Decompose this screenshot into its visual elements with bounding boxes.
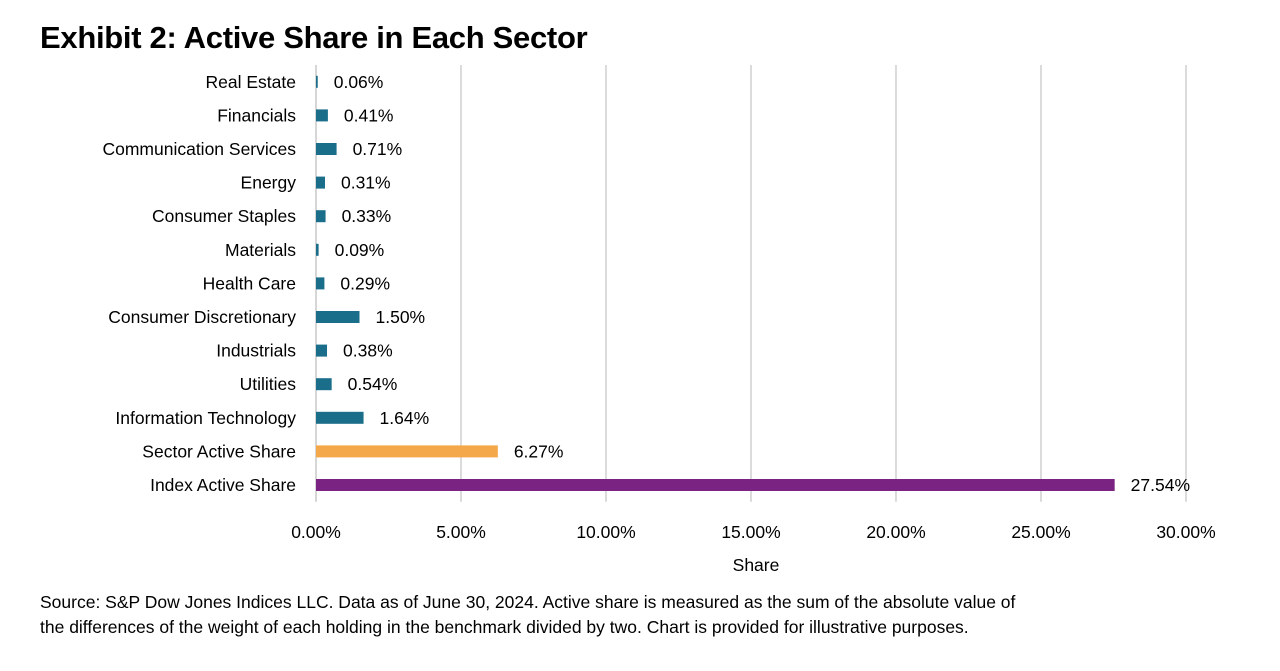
category-label: Sector Active Share xyxy=(142,441,296,461)
x-tick-label: 15.00% xyxy=(721,522,780,542)
data-label: 0.33% xyxy=(342,206,392,226)
category-label: Information Technology xyxy=(115,408,296,428)
bar xyxy=(316,243,319,256)
data-label: 1.50% xyxy=(376,307,426,327)
chart-title: Exhibit 2: Active Share in Each Sector xyxy=(40,20,588,55)
bar xyxy=(316,479,1115,491)
x-tick-label: 20.00% xyxy=(866,522,925,542)
bar xyxy=(316,378,332,391)
source-note-line-1: Source: S&P Dow Jones Indices LLC. Data … xyxy=(40,592,1016,612)
category-label: Real Estate xyxy=(206,72,296,92)
category-label: Energy xyxy=(241,173,297,193)
x-tick-label: 25.00% xyxy=(1011,522,1070,542)
data-label: 0.38% xyxy=(343,341,393,361)
category-label: Utilities xyxy=(240,374,297,394)
bar xyxy=(316,75,318,88)
bar xyxy=(316,445,498,458)
bar xyxy=(316,176,325,189)
bar xyxy=(316,143,337,155)
x-tick-label: 10.00% xyxy=(576,522,635,542)
category-label: Consumer Discretionary xyxy=(108,307,296,327)
x-tick-label: 0.00% xyxy=(291,522,341,542)
bar xyxy=(316,210,326,223)
category-label: Health Care xyxy=(203,273,296,293)
data-label: 6.27% xyxy=(514,441,564,461)
data-label: 0.09% xyxy=(335,240,385,260)
data-label: 0.29% xyxy=(340,273,390,293)
bar xyxy=(316,411,364,424)
data-label: 27.54% xyxy=(1131,475,1190,495)
bar xyxy=(316,311,360,323)
category-label: Communication Services xyxy=(102,139,296,159)
bar xyxy=(316,109,328,122)
category-label: Consumer Staples xyxy=(152,206,296,226)
data-label: 0.41% xyxy=(344,105,394,125)
category-label: Financials xyxy=(217,105,296,125)
source-note: Source: S&P Dow Jones Indices LLC. Data … xyxy=(40,590,1250,640)
data-label: 0.54% xyxy=(348,374,398,394)
data-label: 1.64% xyxy=(380,408,430,428)
bar xyxy=(316,344,328,357)
bar xyxy=(316,277,325,290)
x-tick-label: 5.00% xyxy=(436,522,486,542)
source-note-line-2: the differences of the weight of each ho… xyxy=(40,617,969,637)
category-label: Index Active Share xyxy=(150,475,296,495)
data-label: 0.31% xyxy=(341,173,391,193)
bar-chart: 0.00% 5.00% 10.00% 15.00% 20.00% 25.00% 30.00%… xyxy=(102,65,1216,575)
x-tick-label: 30.00% xyxy=(1156,522,1215,542)
data-label: 0.06% xyxy=(334,72,384,92)
category-label: Industrials xyxy=(216,341,296,361)
x-axis-title: Share xyxy=(733,555,780,575)
data-label: 0.71% xyxy=(353,139,403,159)
category-label: Materials xyxy=(225,240,296,260)
